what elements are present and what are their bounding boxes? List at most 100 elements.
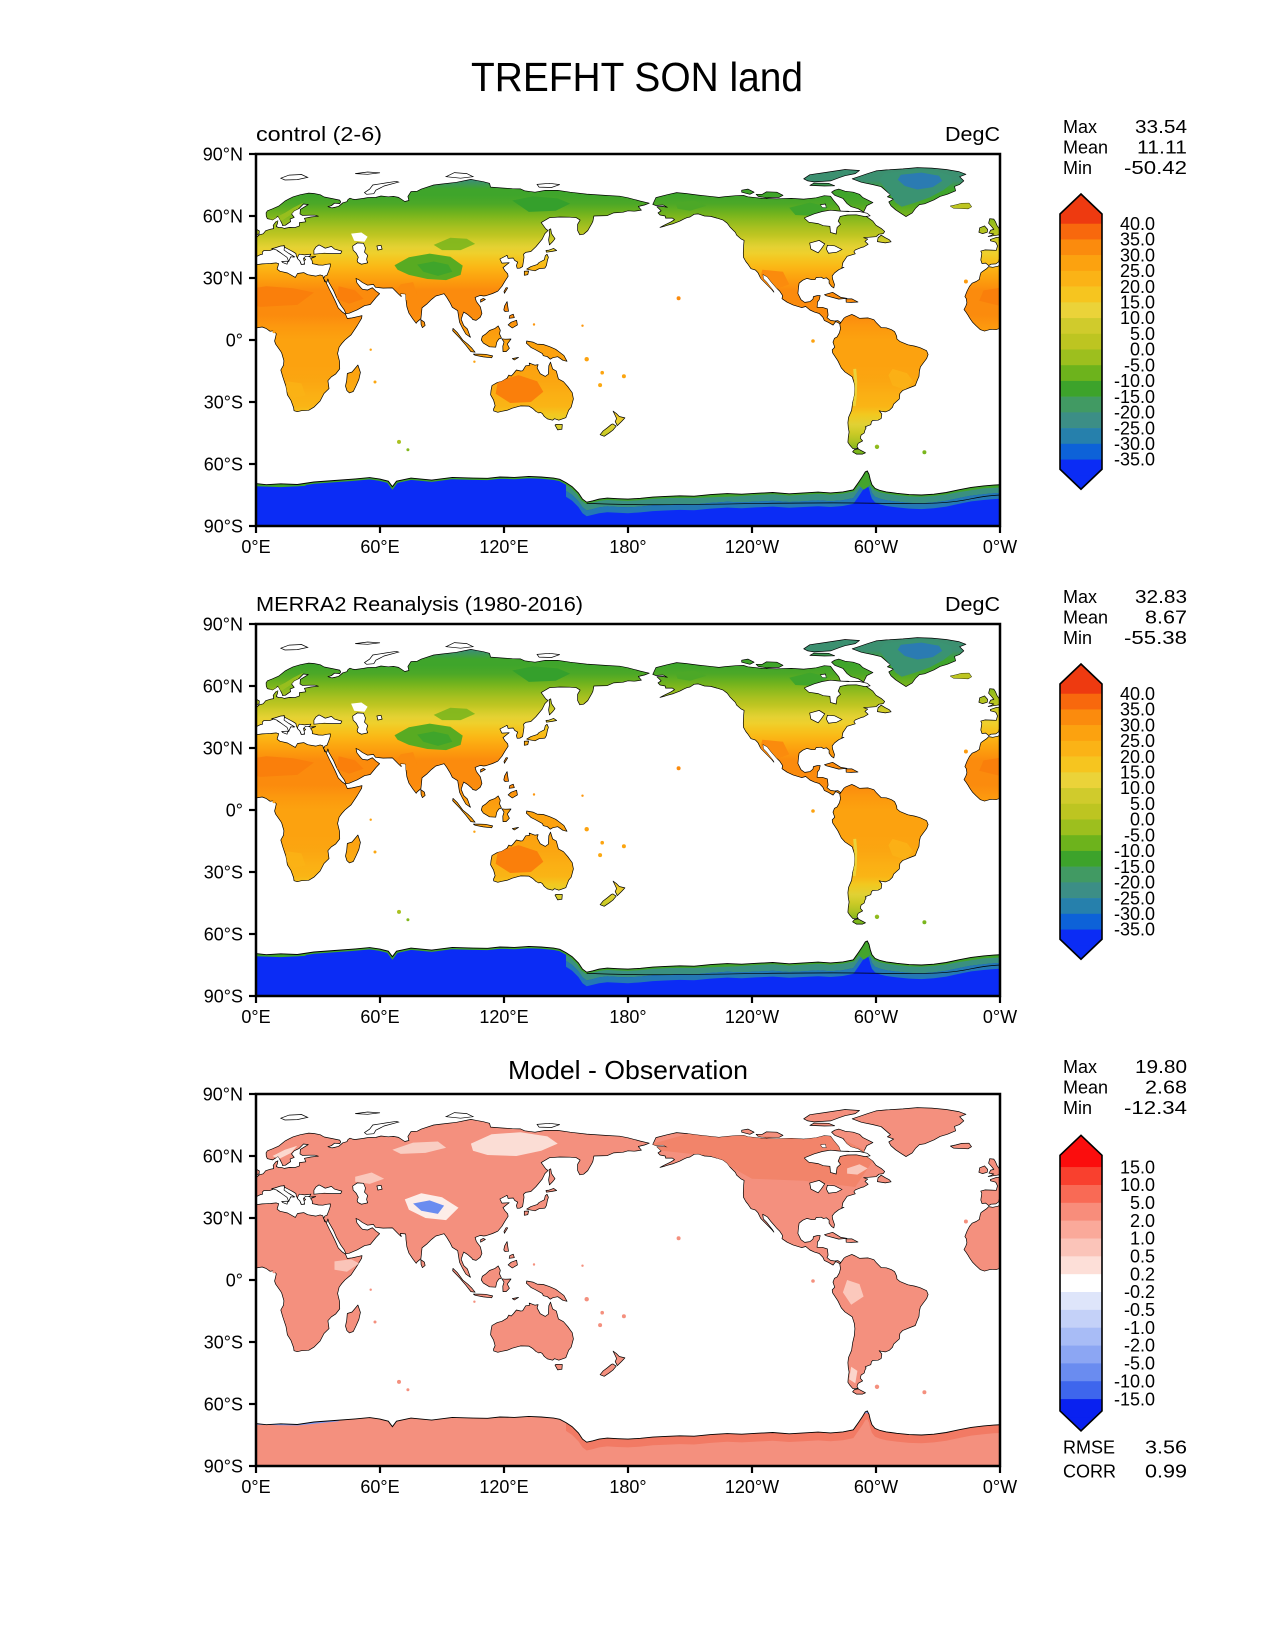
svg-text:Model - Observation: Model - Observation (508, 1055, 748, 1085)
svg-text:-5.0: -5.0 (1124, 355, 1155, 375)
svg-text:-35.0: -35.0 (1114, 450, 1155, 470)
svg-text:0°W: 0°W (983, 537, 1017, 557)
svg-text:180°: 180° (609, 1477, 646, 1497)
svg-text:30.0: 30.0 (1120, 715, 1155, 735)
svg-text:5.0: 5.0 (1130, 1193, 1155, 1213)
svg-text:25.0: 25.0 (1120, 731, 1155, 751)
svg-text:90°N: 90°N (203, 144, 243, 164)
svg-text:Min: Min (1063, 628, 1092, 648)
svg-text:1.0: 1.0 (1130, 1229, 1155, 1249)
svg-text:60°N: 60°N (203, 676, 243, 696)
svg-text:40.0: 40.0 (1120, 684, 1155, 704)
svg-text:-0.5: -0.5 (1124, 1300, 1155, 1320)
svg-text:120°W: 120°W (725, 537, 779, 557)
svg-text:30°S: 30°S (204, 862, 243, 882)
svg-text:180°: 180° (609, 1007, 646, 1027)
svg-text:-15.0: -15.0 (1114, 1389, 1155, 1409)
svg-text:-15.0: -15.0 (1114, 387, 1155, 407)
svg-text:15.0: 15.0 (1120, 1157, 1155, 1177)
svg-text:90°N: 90°N (203, 614, 243, 634)
svg-text:0.0: 0.0 (1130, 340, 1155, 360)
svg-text:30°N: 30°N (203, 738, 243, 758)
svg-text:33.54: 33.54 (1135, 117, 1187, 137)
svg-text:90°S: 90°S (204, 1456, 243, 1476)
svg-text:60°E: 60°E (360, 1477, 399, 1497)
svg-text:30°N: 30°N (203, 268, 243, 288)
svg-text:-5.0: -5.0 (1124, 825, 1155, 845)
svg-text:2.0: 2.0 (1130, 1211, 1155, 1231)
svg-text:10.0: 10.0 (1120, 778, 1155, 798)
svg-text:0°E: 0°E (241, 1007, 270, 1027)
svg-text:8.67: 8.67 (1145, 608, 1187, 628)
svg-text:10.0: 10.0 (1120, 308, 1155, 328)
svg-text:60°S: 60°S (204, 454, 243, 474)
svg-text:90°N: 90°N (203, 1084, 243, 1104)
svg-text:180°: 180° (609, 537, 646, 557)
svg-text:0.5: 0.5 (1130, 1247, 1155, 1267)
svg-text:-15.0: -15.0 (1114, 857, 1155, 877)
svg-text:3.56: 3.56 (1145, 1438, 1187, 1458)
svg-text:-50.42: -50.42 (1124, 158, 1187, 178)
svg-text:Mean: Mean (1063, 608, 1108, 628)
svg-text:-2.0: -2.0 (1124, 1336, 1155, 1356)
svg-text:30°S: 30°S (204, 392, 243, 412)
svg-text:Min: Min (1063, 158, 1092, 178)
svg-text:-0.2: -0.2 (1124, 1282, 1155, 1302)
svg-text:CORR: CORR (1063, 1461, 1116, 1481)
svg-text:0.2: 0.2 (1130, 1264, 1155, 1284)
svg-text:120°E: 120°E (479, 1007, 528, 1027)
svg-text:Max: Max (1063, 1057, 1097, 1077)
svg-text:40.0: 40.0 (1120, 214, 1155, 234)
svg-text:60°E: 60°E (360, 537, 399, 557)
svg-text:-20.0: -20.0 (1114, 403, 1155, 423)
svg-text:60°W: 60°W (854, 1477, 898, 1497)
svg-text:120°W: 120°W (725, 1477, 779, 1497)
svg-text:5.0: 5.0 (1130, 794, 1155, 814)
svg-text:60°S: 60°S (204, 924, 243, 944)
svg-text:10.0: 10.0 (1120, 1175, 1155, 1195)
svg-text:-35.0: -35.0 (1114, 920, 1155, 940)
svg-text:30°S: 30°S (204, 1332, 243, 1352)
svg-text:0°E: 0°E (241, 537, 270, 557)
svg-text:20.0: 20.0 (1120, 277, 1155, 297)
svg-text:-12.34: -12.34 (1124, 1098, 1187, 1118)
svg-text:RMSE: RMSE (1063, 1438, 1115, 1458)
svg-text:25.0: 25.0 (1120, 261, 1155, 281)
svg-text:-55.38: -55.38 (1124, 628, 1187, 648)
svg-text:0°W: 0°W (983, 1007, 1017, 1027)
svg-text:0.99: 0.99 (1145, 1461, 1187, 1481)
svg-text:control (2-6): control (2-6) (256, 123, 382, 146)
svg-text:19.80: 19.80 (1135, 1057, 1187, 1077)
svg-text:90°S: 90°S (204, 516, 243, 536)
svg-text:32.83: 32.83 (1135, 587, 1187, 607)
svg-text:-5.0: -5.0 (1124, 1354, 1155, 1374)
svg-text:35.0: 35.0 (1120, 700, 1155, 720)
svg-text:60°W: 60°W (854, 1007, 898, 1027)
svg-text:2.68: 2.68 (1145, 1078, 1187, 1098)
svg-text:Max: Max (1063, 587, 1097, 607)
svg-text:120°E: 120°E (479, 537, 528, 557)
svg-text:15.0: 15.0 (1120, 763, 1155, 783)
svg-text:30.0: 30.0 (1120, 245, 1155, 265)
svg-text:MERRA2 Reanalysis (1980-2016): MERRA2 Reanalysis (1980-2016) (256, 593, 583, 616)
svg-text:0°: 0° (226, 800, 243, 820)
svg-text:-30.0: -30.0 (1114, 904, 1155, 924)
svg-text:DegC: DegC (945, 123, 1000, 146)
svg-text:Max: Max (1063, 117, 1097, 137)
svg-text:-10.0: -10.0 (1114, 371, 1155, 391)
svg-text:-25.0: -25.0 (1114, 418, 1155, 438)
svg-text:15.0: 15.0 (1120, 293, 1155, 313)
svg-text:-20.0: -20.0 (1114, 873, 1155, 893)
svg-text:60°S: 60°S (204, 1394, 243, 1414)
svg-text:0.0: 0.0 (1130, 810, 1155, 830)
svg-text:-10.0: -10.0 (1114, 841, 1155, 861)
svg-text:60°E: 60°E (360, 1007, 399, 1027)
svg-text:0°: 0° (226, 1270, 243, 1290)
svg-text:5.0: 5.0 (1130, 324, 1155, 344)
svg-text:Mean: Mean (1063, 138, 1108, 158)
svg-text:TREFHT SON land: TREFHT SON land (471, 54, 803, 100)
svg-text:-30.0: -30.0 (1114, 434, 1155, 454)
svg-text:35.0: 35.0 (1120, 230, 1155, 250)
svg-text:60°N: 60°N (203, 206, 243, 226)
svg-text:90°S: 90°S (204, 986, 243, 1006)
